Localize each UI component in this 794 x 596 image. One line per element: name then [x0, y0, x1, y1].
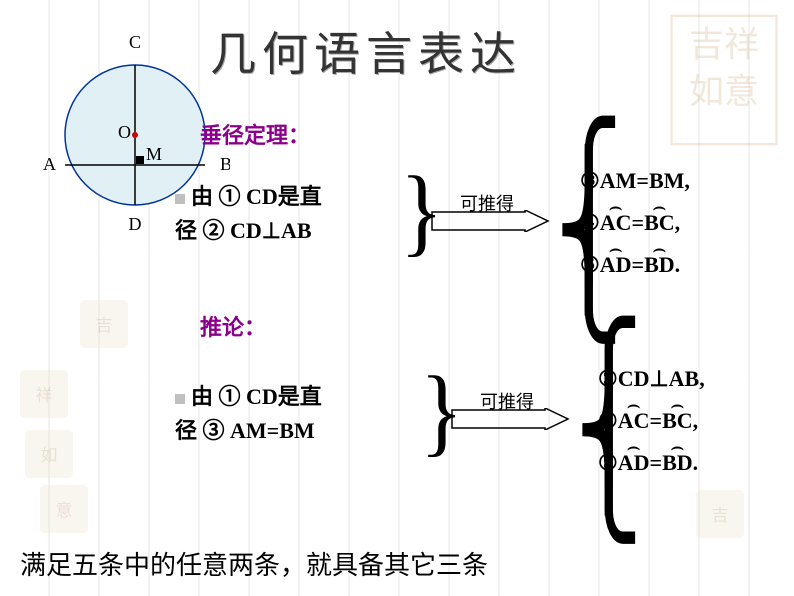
svg-text:吉: 吉 — [712, 506, 729, 525]
svg-text:D: D — [129, 214, 142, 234]
theorem1-label: 垂径定理： — [200, 118, 310, 150]
seal-decoration-3: 如 — [25, 430, 73, 478]
bullet-icon — [175, 194, 185, 204]
svg-text:如: 如 — [41, 446, 58, 465]
theorem2-label: 推论： — [200, 310, 266, 342]
summary-text: 满足五条中的任意两条，就具备其它三条 — [20, 545, 488, 582]
svg-text:吉祥: 吉祥 — [689, 26, 759, 65]
theorem1-premise: 由 ① CD是直 径 ② CD⊥AB — [175, 180, 322, 248]
page-title: 几何语言表达 — [210, 18, 522, 84]
seal-decoration-large: 吉祥 如意 — [664, 10, 784, 150]
svg-text:B: B — [220, 154, 230, 174]
bullet-icon-2 — [175, 394, 185, 404]
svg-text:C: C — [129, 32, 141, 52]
svg-text:吉: 吉 — [96, 316, 113, 335]
arrow-icon-2 — [450, 408, 570, 430]
seal-decoration-5: 吉 — [696, 490, 744, 538]
premise2-line1: 由 ① CD是直 — [191, 384, 322, 409]
theorem2-premise: 由 ① CD是直 径 ③ AM=BM — [175, 380, 322, 448]
svg-text:祥: 祥 — [36, 386, 53, 405]
svg-text:O: O — [118, 122, 131, 142]
theorem1-conclusions: ③AM=BM, ④AC=BC, ⑤AD=BD. — [580, 160, 690, 286]
seal-decoration-1: 吉 — [80, 300, 128, 348]
seal-decoration-2: 祥 — [20, 370, 68, 418]
premise-line2: 径 ② CD⊥AB — [175, 218, 312, 243]
premise-line1: 由 ① CD是直 — [191, 184, 322, 209]
svg-text:如意: 如意 — [689, 72, 759, 111]
seal-decoration-4: 意 — [40, 485, 88, 533]
premise2-line2: 径 ③ AM=BM — [175, 418, 315, 443]
svg-text:M: M — [146, 144, 162, 164]
svg-text:A: A — [43, 154, 56, 174]
theorem2-conclusions: ②CD⊥AB, ④AC=BC, ⑤AD=BD. — [598, 358, 705, 484]
arrow-icon-1 — [430, 210, 550, 232]
svg-text:意: 意 — [56, 501, 73, 520]
